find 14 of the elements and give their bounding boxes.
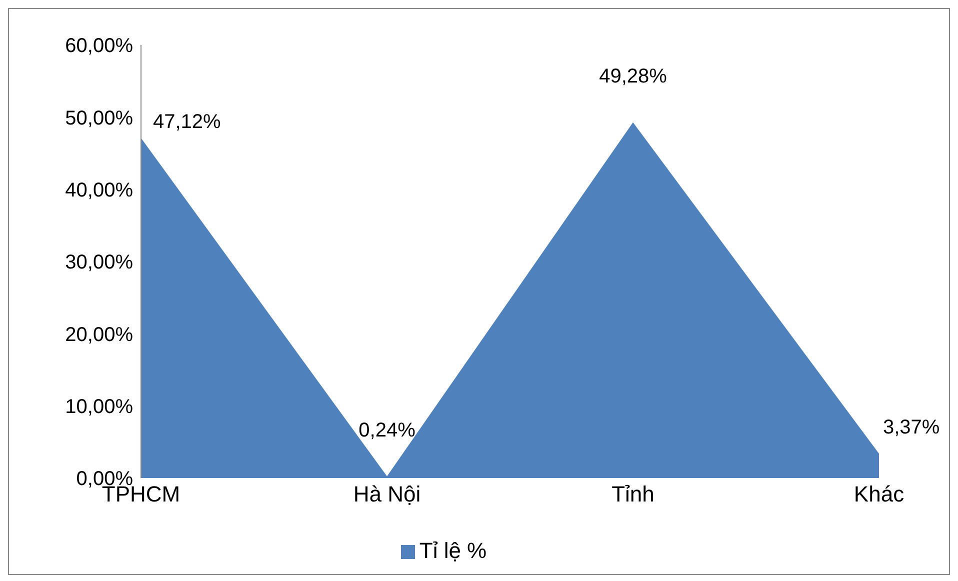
data-label: 0,24% [358, 419, 416, 442]
x-tick-label: Khác [854, 482, 904, 507]
legend-label: Tỉ lệ % [419, 538, 487, 563]
data-label: 47,12% [153, 110, 222, 133]
y-tick-label: 10,00% [65, 396, 134, 418]
y-tick-label: 60,00% [65, 35, 134, 58]
y-tick-label: 20,00% [65, 324, 134, 346]
y-tick-label: 40,00% [65, 179, 134, 202]
y-tick-label: 50,00% [65, 107, 134, 130]
data-label: 49,28% [599, 65, 668, 88]
x-tick-label: Tỉnh [612, 482, 654, 507]
data-label: 3,37% [883, 416, 940, 439]
y-tick-label: 30,00% [65, 252, 134, 274]
x-tick-label: Hà Nội [353, 482, 421, 507]
